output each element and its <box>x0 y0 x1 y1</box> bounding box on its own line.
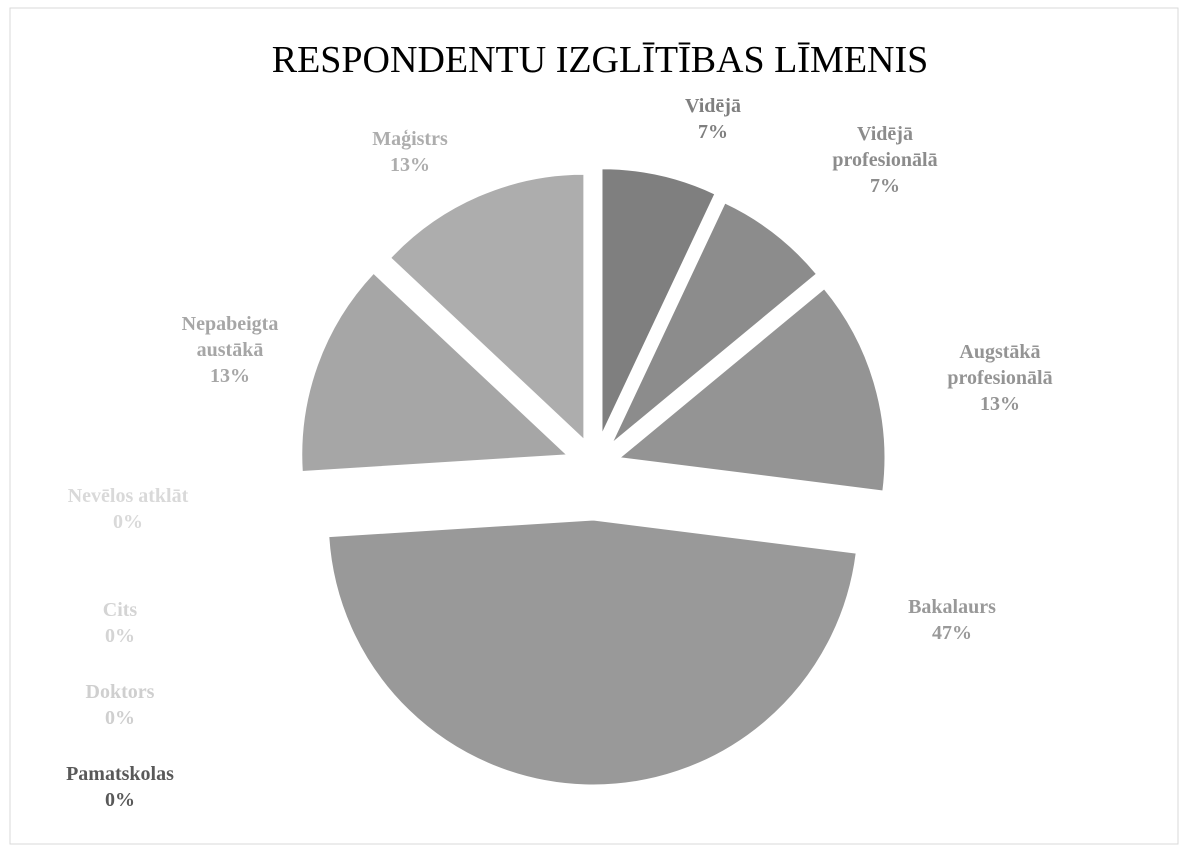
label-name: profesionālā <box>947 367 1052 389</box>
data-label: Cits 0% <box>103 599 138 647</box>
label-value: 13% <box>980 393 1020 415</box>
pie-slice <box>601 168 716 434</box>
label-value: 0% <box>105 625 135 647</box>
label-name: Cits <box>103 599 138 621</box>
data-label: Augstākā profesionālā 13% <box>947 341 1052 415</box>
label-name: Vidējā <box>685 95 741 117</box>
data-label: Maģistrs 13% <box>372 128 448 176</box>
data-label: Vidējā profesionālā 7% <box>832 123 937 197</box>
pie-slice <box>618 288 886 492</box>
label-name: Pamatskolas <box>66 763 174 785</box>
pie-slice <box>611 202 818 444</box>
pie-slice <box>301 272 568 473</box>
label-name: Maģistrs <box>372 128 448 150</box>
label-name: austākā <box>197 339 264 361</box>
label-name: Vidējā <box>857 123 913 145</box>
label-name: Nevēlos atklāt <box>68 485 189 507</box>
label-name: Augstākā <box>959 341 1040 363</box>
label-value: 13% <box>210 365 250 387</box>
label-value: 7% <box>870 175 900 197</box>
label-name: Bakalaurs <box>908 596 996 618</box>
data-label: Nevēlos atklāt 0% <box>68 485 189 533</box>
label-value: 47% <box>932 622 972 644</box>
label-name-group: Augstākā profesionālā 13% <box>947 341 1052 415</box>
label-name: Doktors <box>86 681 155 703</box>
pie-slice <box>328 519 857 786</box>
label-value: 7% <box>698 121 728 143</box>
data-label: Nepabeigta austākā 13% <box>182 313 279 387</box>
data-label: Vidējā 7% <box>685 95 741 143</box>
label-name-group: Nepabeigta austākā 13% <box>182 313 279 387</box>
label-value: 0% <box>105 707 135 729</box>
chart-title: RESPONDENTU IZGLĪTĪBAS LĪMENIS <box>272 39 929 81</box>
label-value: 0% <box>105 789 135 811</box>
label-value: 0% <box>113 511 143 533</box>
data-label: Doktors 0% <box>86 681 155 729</box>
pie-slice <box>389 173 585 441</box>
label-name-group: Vidējā profesionālā 7% <box>832 123 937 197</box>
label-name: Nepabeigta <box>182 313 279 335</box>
label-value: 13% <box>390 154 430 176</box>
label-name: profesionālā <box>832 149 937 171</box>
data-label: Pamatskolas 0% <box>66 763 174 811</box>
data-label: Bakalaurs 47% <box>908 596 996 644</box>
